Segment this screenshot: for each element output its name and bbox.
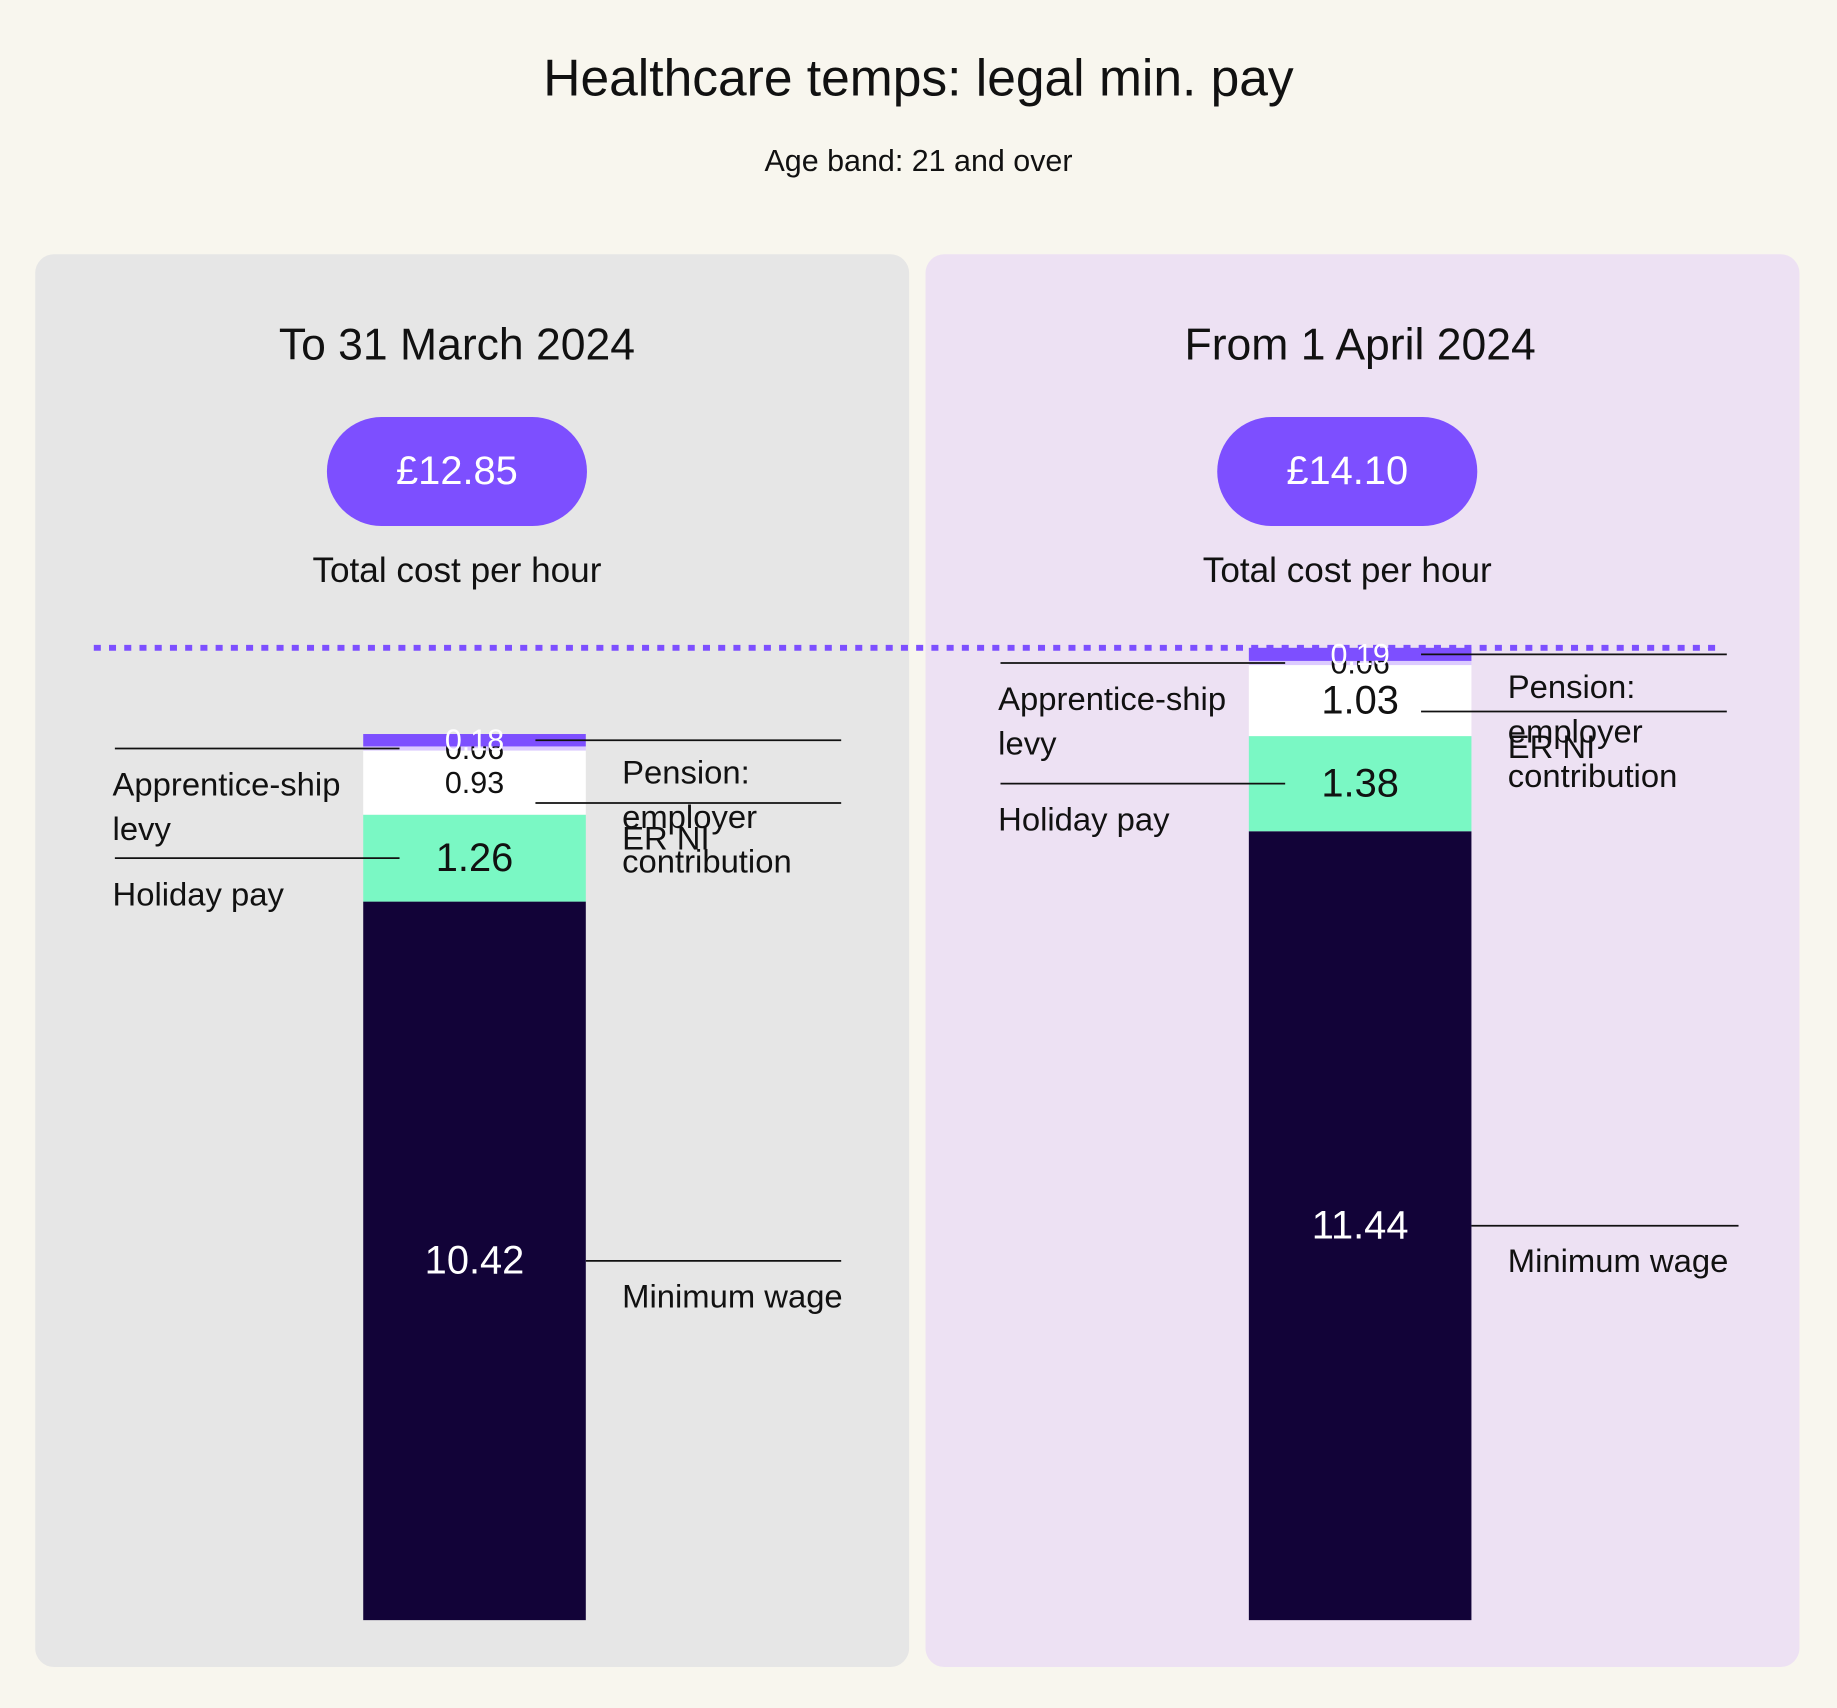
total-pill bbox=[326, 417, 587, 526]
segment-name-box: ER NI bbox=[1507, 729, 1596, 766]
segment-value: 1.26 bbox=[436, 836, 514, 880]
subtitle: Age band: 21 and over bbox=[764, 144, 1072, 178]
segment-value: 1.38 bbox=[1321, 762, 1399, 806]
bar-segment bbox=[363, 814, 586, 902]
segment-name: Holiday pay bbox=[112, 875, 284, 913]
bar-segment bbox=[1248, 647, 1472, 661]
segment-name-box: Apprentice-ship levy bbox=[998, 680, 1227, 762]
segment-name-box: Pension: employer contribution bbox=[1507, 668, 1678, 794]
segment-name-box: Apprentice-ship levy bbox=[112, 766, 341, 847]
segment-name: ER NI bbox=[1507, 729, 1596, 766]
panel-title: From 1 April 2024 bbox=[1185, 321, 1536, 370]
panel-title: To 31 March 2024 bbox=[279, 321, 635, 370]
segment-name-box: Minimum wage bbox=[1507, 1243, 1729, 1280]
segment-name-box: Holiday pay bbox=[112, 875, 284, 913]
segment-name-box: Minimum wage bbox=[622, 1278, 843, 1315]
segment-name: Apprentice-ship levy bbox=[998, 680, 1227, 762]
segment-name: ER NI bbox=[622, 820, 710, 857]
total-label: £12.85 bbox=[396, 449, 518, 493]
segment-value: 10.42 bbox=[425, 1239, 525, 1283]
segment-value: 0.18 bbox=[445, 724, 504, 758]
bar-segment bbox=[1248, 660, 1472, 666]
total-caption: Total cost per hour bbox=[312, 551, 601, 590]
segment-name: Holiday pay bbox=[998, 801, 1170, 838]
bar-segment bbox=[363, 750, 586, 815]
bar-segment bbox=[363, 734, 586, 747]
bar-segment bbox=[1248, 831, 1472, 1621]
segment-name: Minimum wage bbox=[622, 1278, 843, 1315]
bar-segment bbox=[1248, 665, 1472, 737]
segment-name: Pension: employer contribution bbox=[1507, 668, 1678, 794]
segment-value: 1.03 bbox=[1321, 678, 1399, 722]
segment-value: 0.93 bbox=[445, 766, 504, 800]
bar-segment bbox=[363, 746, 586, 751]
segment-name-box: Holiday pay bbox=[998, 801, 1170, 838]
bar-segment bbox=[363, 901, 586, 1621]
segment-name: Minimum wage bbox=[1507, 1243, 1729, 1280]
bar-segment bbox=[1248, 736, 1472, 832]
segment-name-box: ER NI bbox=[622, 820, 710, 857]
total-caption: Total cost per hour bbox=[1203, 551, 1492, 590]
title: Healthcare temps: legal min. pay bbox=[543, 49, 1294, 107]
total-pill bbox=[1217, 417, 1478, 526]
segment-name: Pension: employer contribution bbox=[622, 754, 792, 880]
segment-name-box: Pension: employer contribution bbox=[622, 754, 792, 880]
total-label: £14.10 bbox=[1286, 449, 1408, 493]
segment-name: Apprentice-ship levy bbox=[112, 766, 341, 847]
segment-value: 0.19 bbox=[1331, 638, 1390, 672]
segment-value: 11.44 bbox=[1312, 1204, 1409, 1248]
